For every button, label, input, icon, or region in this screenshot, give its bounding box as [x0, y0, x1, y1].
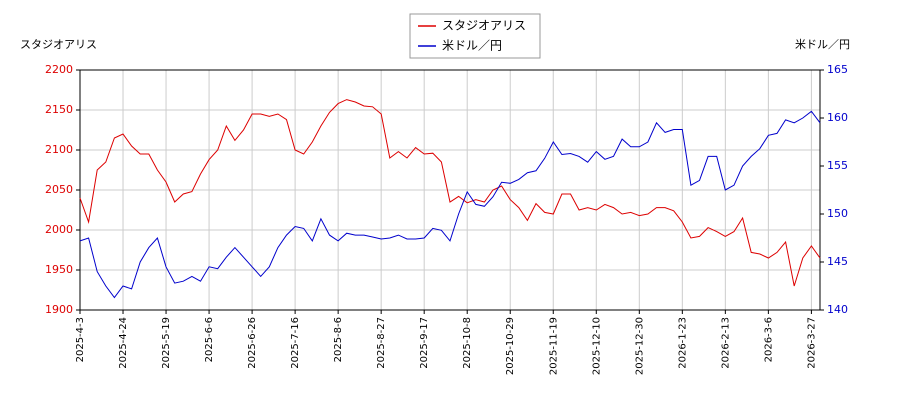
y-tick-label: 2150: [45, 103, 73, 116]
y2-tick-label: 140: [827, 303, 848, 316]
legend-label: スタジオアリス: [442, 19, 526, 33]
y2-tick-label: 155: [827, 159, 848, 172]
x-tick-label: 2025-7-16: [290, 317, 301, 369]
y2-axis-label: 米ドル／円: [795, 38, 850, 51]
y-tick-label: 2050: [45, 183, 73, 196]
y2-tick-label: 160: [827, 111, 848, 124]
y2-tick-label: 165: [827, 63, 848, 76]
x-tick-label: 2025-10-29: [505, 317, 516, 375]
x-tick-label: 2026-2-13: [720, 317, 731, 369]
series-line: [79, 99, 821, 287]
x-tick-label: 2025-6-26: [247, 317, 258, 369]
x-tick-label: 2025-11-19: [548, 317, 559, 375]
x-tick-label: 2026-3-27: [806, 317, 817, 369]
x-tick-label: 2025-8-6: [333, 317, 344, 362]
legend-box: [409, 13, 541, 59]
x-tick-label: 2025-12-30: [634, 317, 645, 375]
x-tick-label: 2025-4-24: [118, 317, 129, 369]
y-tick-label: 1900: [45, 303, 73, 316]
plot-frame: [79, 69, 821, 311]
x-tick-label: 2025-10-8: [462, 317, 473, 369]
x-tick-label: 2025-6-6: [204, 317, 215, 362]
x-tick-label: 2025-12-10: [591, 317, 602, 375]
x-tick-label: 2025-5-19: [161, 317, 172, 369]
x-tick-label: 2025-9-17: [419, 317, 430, 369]
x-tick-label: 2026-1-23: [677, 317, 688, 369]
x-tick-label: 2025-8-27: [376, 317, 387, 369]
x-tick-label: 2025-4-3: [75, 317, 86, 362]
y2-tick-label: 145: [827, 255, 848, 268]
y-tick-label: 2100: [45, 143, 73, 156]
y-tick-label: 2200: [45, 63, 73, 76]
legend-label: 米ドル／円: [442, 39, 502, 53]
y-axis-label: スタジオアリス: [20, 38, 97, 51]
y2-tick-label: 150: [827, 207, 848, 220]
x-tick-label: 2026-3-6: [763, 317, 774, 362]
y-tick-label: 2000: [45, 223, 73, 236]
y-tick-label: 1950: [45, 263, 73, 276]
series-line: [79, 110, 821, 299]
